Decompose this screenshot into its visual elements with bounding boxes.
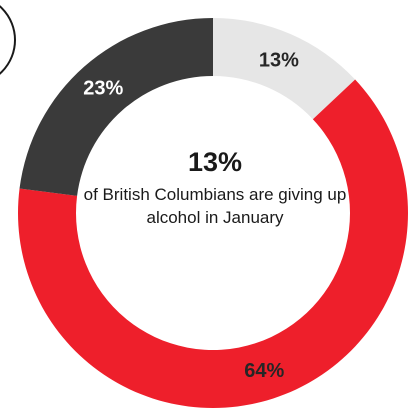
center-caption: of British Columbians are giving up alco… [83, 185, 347, 227]
slice-labels: 13% 64% 23% [83, 50, 299, 382]
center-annotation: 13% of British Columbians are giving up … [60, 145, 370, 229]
donut-slice-64 [17, 79, 408, 408]
center-value: 13% [187, 147, 243, 177]
circle-outline-decoration [0, 5, 16, 75]
slice-label-64: 64% [244, 360, 284, 382]
donut-slices [17, 18, 408, 408]
slice-label-13: 13% [259, 50, 299, 72]
donut-slice-23 [19, 18, 214, 196]
slice-label-23: 23% [83, 77, 123, 99]
donut-slice-13 [213, 18, 356, 120]
